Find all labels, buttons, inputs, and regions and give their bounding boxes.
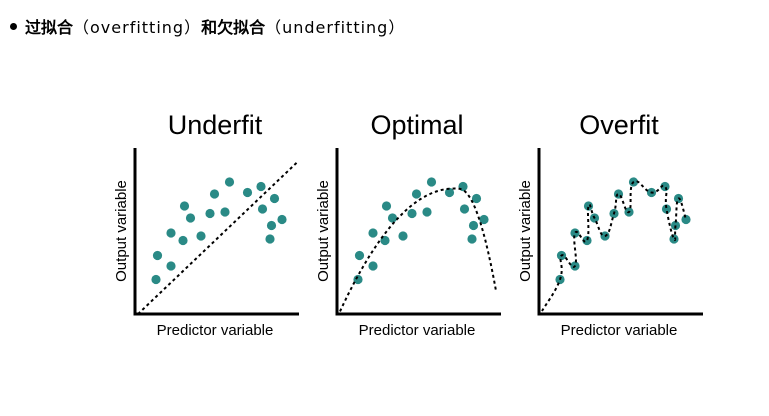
heading: 过拟合 （overfitting） 和 欠拟合 （underfitting） (10, 14, 405, 38)
x-axis-label: Predictor variable (561, 322, 678, 339)
fit-curve (339, 187, 497, 312)
panel-title: Optimal (370, 110, 463, 140)
heading-term-underfitting-en: （underfitting） (265, 18, 406, 37)
data-point (178, 235, 188, 246)
data-points (353, 177, 489, 285)
data-point (266, 220, 277, 231)
data-point (459, 204, 470, 214)
heading-term-overfitting: 过拟合 (25, 18, 74, 37)
data-point (205, 208, 215, 219)
data-point (151, 274, 161, 285)
data-point (471, 193, 482, 204)
data-point (277, 214, 287, 225)
axes (335, 148, 501, 316)
heading-conjunction: 和 (201, 18, 218, 37)
panel-overfit: Overfit Predictor variable Output variab… (517, 110, 703, 339)
data-point (256, 181, 266, 192)
fit-curve (137, 160, 300, 315)
x-axis-label: Predictor variable (359, 322, 476, 339)
panel-underfit: Underfit Predictor variable Output varia… (113, 110, 300, 339)
data-point (257, 204, 268, 214)
data-point (152, 250, 163, 261)
data-point (673, 193, 684, 204)
data-point (269, 193, 280, 204)
data-point (468, 220, 479, 231)
data-point (380, 235, 390, 246)
bullet-icon (10, 22, 17, 30)
data-point (600, 231, 610, 241)
data-points (151, 177, 287, 285)
data-point (681, 214, 691, 225)
data-point (368, 261, 378, 271)
data-point (166, 228, 176, 238)
data-point (265, 234, 275, 244)
data-point (353, 274, 363, 285)
panel-optimal: Optimal Predictor variable Output variab… (315, 110, 501, 339)
data-point (220, 207, 230, 217)
data-point (479, 214, 489, 225)
data-point (381, 201, 392, 211)
data-point (242, 187, 253, 198)
data-point (669, 234, 679, 244)
y-axis-label: Output variable (113, 180, 130, 282)
data-point (661, 204, 672, 214)
data-point (354, 250, 365, 261)
data-point (387, 213, 398, 223)
data-point (422, 207, 432, 217)
x-axis-label: Predictor variable (157, 322, 274, 339)
data-point (209, 189, 220, 199)
data-point (166, 261, 176, 271)
data-point (660, 181, 670, 192)
heading-term-overfitting-en: （overfitting） (73, 18, 202, 37)
panel-title: Overfit (579, 110, 659, 140)
data-point (467, 234, 477, 244)
y-axis-label: Output variable (517, 180, 534, 282)
data-point (407, 208, 417, 219)
data-point (411, 189, 422, 199)
heading-term-underfitting: 欠拟合 (217, 18, 266, 37)
data-point (179, 201, 190, 211)
data-point (444, 187, 455, 198)
fit-curve (541, 180, 687, 312)
panel-title: Underfit (168, 110, 263, 140)
data-point (368, 228, 378, 238)
data-point (583, 201, 594, 211)
y-axis-label: Output variable (315, 180, 332, 282)
data-point (570, 228, 580, 238)
data-point (426, 177, 437, 187)
data-point (582, 235, 592, 246)
data-point (224, 177, 235, 187)
axes (133, 148, 299, 316)
data-point (185, 213, 196, 223)
axes (537, 148, 703, 316)
data-point (196, 231, 206, 241)
data-point (398, 231, 408, 241)
